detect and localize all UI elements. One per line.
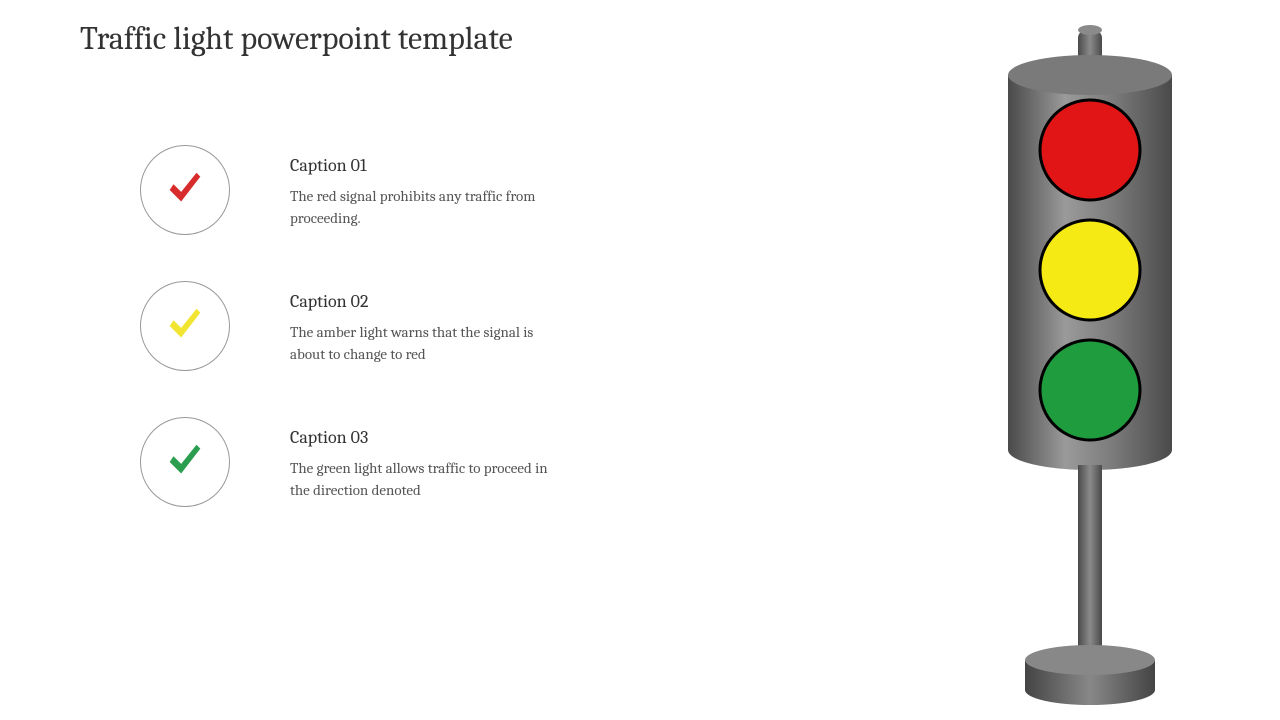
captions-list: Caption 01 The red signal prohibits any … bbox=[140, 145, 570, 553]
top-cap bbox=[1078, 25, 1102, 35]
caption-item-2: Caption 02 The amber light warns that th… bbox=[140, 281, 570, 371]
caption-text-3: Caption 03 The green light allows traffi… bbox=[290, 417, 570, 502]
housing-top-cap bbox=[1008, 55, 1172, 95]
caption-body: The green light allows traffic to procee… bbox=[290, 458, 570, 502]
check-circle-1 bbox=[140, 145, 230, 235]
check-circle-2 bbox=[140, 281, 230, 371]
caption-heading: Caption 01 bbox=[290, 155, 570, 176]
caption-body: The red signal prohibits any traffic fro… bbox=[290, 186, 570, 230]
caption-item-1: Caption 01 The red signal prohibits any … bbox=[140, 145, 570, 235]
base-top bbox=[1025, 645, 1155, 675]
check-icon bbox=[162, 439, 208, 485]
check-icon bbox=[162, 167, 208, 213]
check-icon bbox=[162, 303, 208, 349]
caption-body: The amber light warns that the signal is… bbox=[290, 322, 570, 366]
traffic-light-graphic bbox=[970, 20, 1210, 710]
slide-title: Traffic light powerpoint template bbox=[80, 20, 513, 57]
caption-heading: Caption 02 bbox=[290, 291, 570, 312]
slide: Traffic light powerpoint template Captio… bbox=[0, 0, 1280, 720]
lens-yellow bbox=[1040, 220, 1140, 320]
caption-text-2: Caption 02 The amber light warns that th… bbox=[290, 281, 570, 366]
traffic-light-svg bbox=[970, 20, 1210, 710]
pole bbox=[1078, 465, 1102, 665]
caption-text-1: Caption 01 The red signal prohibits any … bbox=[290, 145, 570, 230]
lens-green bbox=[1040, 340, 1140, 440]
caption-heading: Caption 03 bbox=[290, 427, 570, 448]
lens-red bbox=[1040, 100, 1140, 200]
check-circle-3 bbox=[140, 417, 230, 507]
caption-item-3: Caption 03 The green light allows traffi… bbox=[140, 417, 570, 507]
